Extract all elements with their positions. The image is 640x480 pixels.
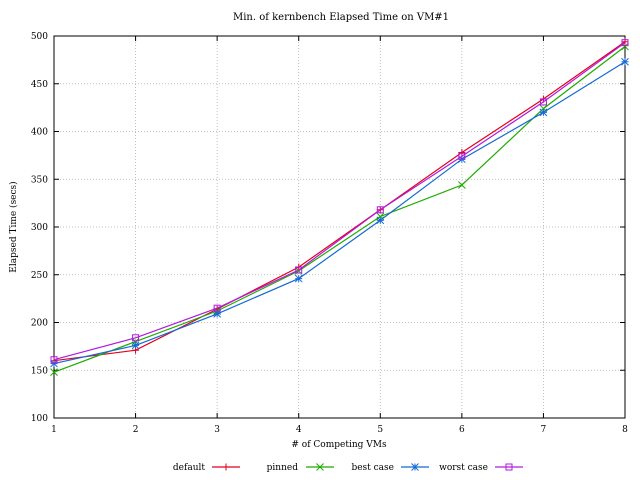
- legend-label: worst case: [439, 463, 488, 473]
- data-point: [411, 463, 419, 471]
- series-group: [50, 38, 629, 377]
- data-point: [505, 463, 513, 471]
- y-axis-label: Elapsed Time (secs): [8, 181, 19, 272]
- y-tick-label: 400: [31, 128, 48, 138]
- x-tick-label: 3: [214, 425, 220, 435]
- y-tick-label: 250: [31, 271, 48, 281]
- data-point: [132, 334, 140, 342]
- x-tick-label: 1: [51, 425, 57, 435]
- series-best-case: [50, 57, 629, 368]
- y-tick-label: 150: [31, 366, 48, 376]
- y-tick-label: 200: [31, 319, 48, 329]
- legend-item-worst-case: worst case: [439, 463, 523, 473]
- chart-title: Min. of kernbench Elapsed Time on VM#1: [233, 12, 449, 23]
- y-tick-label: 300: [31, 223, 48, 233]
- data-point: [458, 152, 466, 160]
- data-point: [50, 368, 58, 377]
- data-point: [539, 98, 547, 106]
- y-tick-label: 350: [31, 175, 48, 185]
- series-pinned: [50, 42, 629, 377]
- data-point: [458, 149, 466, 157]
- data-point: [621, 57, 629, 66]
- data-point: [213, 310, 221, 318]
- data-point: [213, 304, 221, 312]
- data-point: [50, 359, 58, 368]
- y-tick-label: 450: [31, 80, 48, 90]
- data-point: [50, 356, 58, 364]
- data-point: [376, 206, 384, 214]
- legend-label: pinned: [267, 463, 299, 473]
- data-point: [294, 274, 303, 283]
- data-point: [621, 39, 629, 47]
- x-axis: 1 2 3 4 5 6 7 8: [51, 36, 628, 435]
- legend-label: default: [173, 463, 205, 473]
- series-line-worst-case: [53, 42, 626, 361]
- y-axis: 100 150 200 250 300 350 400 450 500: [31, 32, 625, 424]
- data-point: [458, 181, 466, 189]
- series-line-default: [53, 41, 626, 362]
- x-tick-label: 5: [377, 425, 383, 435]
- legend-item-pinned: pinned: [267, 463, 334, 473]
- x-tick-label: 6: [459, 425, 465, 435]
- y-tick-label: 100: [31, 414, 48, 424]
- legend: default pinned best case worst case: [173, 463, 523, 473]
- x-axis-label: # of Competing VMs: [291, 440, 387, 450]
- x-tick-label: 8: [622, 425, 628, 435]
- x-tick-label: 7: [541, 425, 547, 435]
- legend-item-best-case: best case: [351, 463, 429, 473]
- data-point: [295, 266, 303, 274]
- x-tick-label: 2: [133, 425, 139, 435]
- series-worst-case: [50, 39, 629, 364]
- data-point: [222, 463, 230, 471]
- series-line-pinned: [53, 46, 626, 373]
- series-line-best-case: [53, 61, 626, 365]
- data-point: [539, 108, 548, 117]
- x-tick-label: 4: [296, 425, 302, 435]
- y-tick-label: 500: [31, 32, 48, 42]
- data-point: [376, 216, 385, 225]
- series-default: [50, 38, 629, 365]
- data-point: [131, 341, 140, 350]
- grid: [54, 36, 625, 418]
- legend-item-default: default: [173, 463, 240, 473]
- data-point: [316, 463, 324, 471]
- legend-label: best case: [351, 463, 394, 473]
